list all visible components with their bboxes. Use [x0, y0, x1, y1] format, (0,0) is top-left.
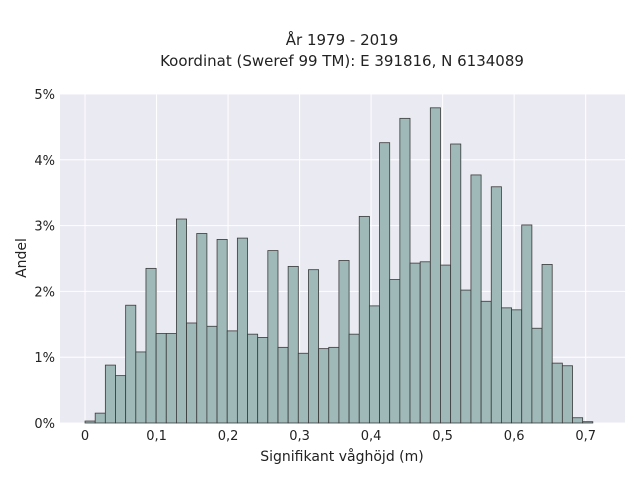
histogram-bar	[176, 218, 187, 424]
histogram-bar	[297, 352, 309, 424]
histogram-bar	[94, 412, 106, 424]
histogram-bar	[287, 265, 299, 424]
histogram-bar	[501, 307, 512, 424]
y-tick-label: 4%	[34, 154, 55, 169]
histogram-bar	[236, 237, 248, 424]
x-tick-label: 0,1	[146, 429, 167, 444]
histogram-bar	[531, 327, 543, 424]
histogram-bar	[247, 333, 259, 424]
histogram-bar	[541, 264, 553, 424]
histogram-bar	[84, 420, 96, 424]
histogram-bar	[277, 346, 289, 424]
histogram-bar	[135, 351, 147, 424]
y-tick-label: 5%	[34, 88, 55, 103]
histogram-bar	[348, 333, 360, 424]
x-tick-label: 0,5	[432, 429, 453, 444]
histogram-bar	[145, 267, 157, 424]
y-tick-label: 3%	[34, 220, 55, 235]
chart-title: År 1979 - 2019	[286, 30, 399, 49]
x-tick-label: 0,2	[218, 429, 239, 444]
x-tick-label: 0,6	[504, 429, 525, 444]
histogram-bar	[561, 365, 573, 424]
histogram-bar	[196, 233, 208, 424]
x-tick-label: 0,4	[361, 429, 382, 444]
y-tick-label: 1%	[34, 351, 55, 366]
chart-subtitle: Koordinat (Sweref 99 TM): E 391816, N 61…	[160, 52, 524, 70]
histogram-bar	[440, 264, 452, 424]
histogram-bar	[572, 417, 584, 424]
histogram-bar	[480, 300, 492, 424]
histogram-bar	[257, 337, 269, 424]
x-tick-label: 0	[81, 429, 89, 444]
histogram-bar	[358, 215, 370, 424]
histogram-bar	[450, 143, 462, 424]
histogram-bar	[460, 289, 472, 424]
histogram-bar	[389, 279, 401, 424]
histogram-bar	[409, 262, 421, 424]
y-tick-label: 0%	[34, 417, 55, 432]
histogram-bar	[155, 333, 167, 424]
histogram-bar	[399, 117, 411, 424]
histogram-bar	[429, 107, 441, 424]
y-axis-label: Andel	[14, 238, 30, 278]
plot-area: 0% 1% 2% 3% 4% 5% 0 0,1 0,2 0,3 0,4 0,5 0,6 0,7	[34, 88, 625, 444]
histogram-bar	[521, 224, 533, 424]
histogram-bar	[328, 346, 340, 424]
histogram-bar	[165, 333, 177, 424]
histogram-bar	[104, 364, 116, 424]
y-tick-label: 2%	[34, 285, 55, 300]
histogram-bar	[511, 309, 523, 424]
histogram-bar	[206, 325, 218, 424]
histogram-bar	[551, 362, 563, 424]
histogram-bar	[582, 421, 594, 424]
histogram-bar	[470, 174, 482, 424]
histogram-bar	[379, 142, 391, 424]
histogram-bar	[267, 250, 279, 424]
histogram-bar	[226, 330, 238, 424]
histogram-bar	[368, 305, 380, 424]
histogram-bar	[125, 304, 137, 424]
histogram-bar	[338, 260, 350, 424]
x-tick-label: 0,7	[575, 429, 596, 444]
histogram-bar	[186, 322, 198, 424]
x-tick-label: 0,3	[289, 429, 310, 444]
histogram-bar	[216, 239, 228, 424]
histogram-bar	[419, 261, 431, 424]
histogram-bar	[490, 186, 502, 424]
histogram-bar	[308, 269, 320, 424]
histogram-bar	[318, 348, 330, 424]
histogram-bar	[115, 375, 127, 424]
x-axis-label: Signifikant våghöjd (m)	[260, 448, 423, 465]
